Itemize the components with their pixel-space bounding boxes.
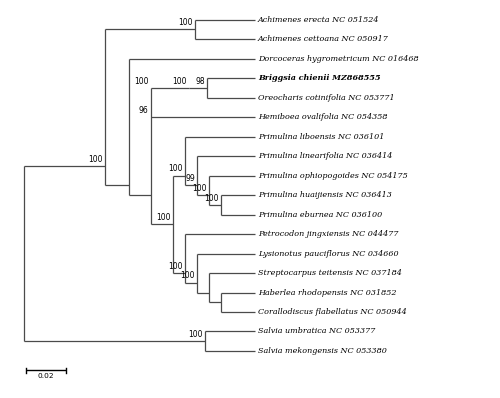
Text: Haberlea rhodopensis NC 031852: Haberlea rhodopensis NC 031852	[258, 289, 396, 297]
Text: Primulina eburnea NC 036100: Primulina eburnea NC 036100	[258, 211, 382, 219]
Text: 100: 100	[88, 154, 102, 164]
Text: 100: 100	[192, 184, 207, 193]
Text: 100: 100	[178, 18, 193, 27]
Text: Achimenes cettoana NC 050917: Achimenes cettoana NC 050917	[258, 35, 389, 43]
Text: 100: 100	[180, 271, 195, 281]
Text: Dorcoceras hygrometricum NC 016468: Dorcoceras hygrometricum NC 016468	[258, 55, 418, 63]
Text: Primulina huaijiensis NC 036413: Primulina huaijiensis NC 036413	[258, 191, 392, 199]
Text: 96: 96	[139, 106, 148, 115]
Text: 100: 100	[168, 164, 183, 173]
Text: Briggsia chienii MZ868555: Briggsia chienii MZ868555	[258, 74, 380, 82]
Text: 100: 100	[134, 77, 148, 86]
Text: Salvia mekongensis NC 053380: Salvia mekongensis NC 053380	[258, 347, 387, 355]
Text: 100: 100	[188, 330, 203, 339]
Text: 100: 100	[172, 77, 187, 86]
Text: 0.02: 0.02	[38, 373, 54, 378]
Text: Primulina linearifolia NC 036414: Primulina linearifolia NC 036414	[258, 152, 392, 160]
Text: 100: 100	[156, 213, 170, 222]
Text: Primulina liboensis NC 036101: Primulina liboensis NC 036101	[258, 133, 384, 140]
Text: Lysionotus pauciflorus NC 034660: Lysionotus pauciflorus NC 034660	[258, 250, 398, 258]
Text: 99: 99	[185, 174, 195, 183]
Text: Corallodiscus flabellatus NC 050944: Corallodiscus flabellatus NC 050944	[258, 308, 407, 316]
Text: 100: 100	[168, 262, 183, 271]
Text: Streptocarpus teitensis NC 037184: Streptocarpus teitensis NC 037184	[258, 269, 402, 277]
Text: 100: 100	[204, 193, 219, 203]
Text: Primulina ophiopogoides NC 054175: Primulina ophiopogoides NC 054175	[258, 172, 408, 179]
Text: Petrocodon jingxiensis NC 044477: Petrocodon jingxiensis NC 044477	[258, 230, 398, 238]
Text: Salvia umbratica NC 053377: Salvia umbratica NC 053377	[258, 328, 376, 336]
Text: Hemiboea ovalifolia NC 054358: Hemiboea ovalifolia NC 054358	[258, 113, 388, 121]
Text: Achimenes erecta NC 051524: Achimenes erecta NC 051524	[258, 16, 380, 24]
Text: Oreocharis cotinifolia NC 053771: Oreocharis cotinifolia NC 053771	[258, 94, 394, 101]
Text: 98: 98	[195, 77, 205, 86]
